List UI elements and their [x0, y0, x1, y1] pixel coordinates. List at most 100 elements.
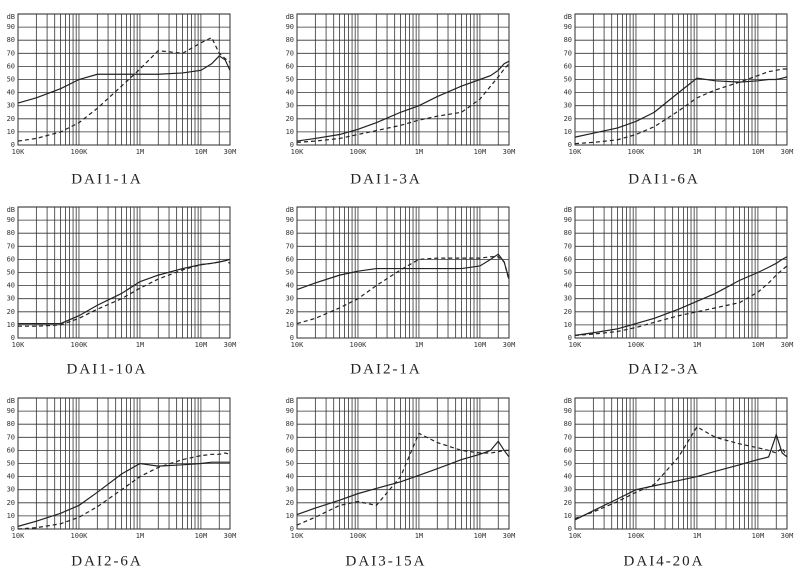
y-tick-label: 60 [7, 255, 15, 263]
chart: 0 10 20 30 40 50 60 70 80 90 dB 10K 100K 1M 10M 30M DAI4… [564, 397, 794, 569]
x-tick-label: 100K [71, 532, 89, 540]
y-tick-label: 20 [286, 308, 294, 316]
y-tick-label: 70 [286, 433, 294, 441]
y-tick-label: 10 [7, 512, 15, 520]
y-tick-label: 30 [7, 295, 15, 303]
x-tick-label: 10M [195, 148, 208, 156]
y-tick-label: 80 [564, 36, 572, 44]
y-tick-label: 30 [286, 486, 294, 494]
chart-title: DAI4-20A [624, 553, 705, 569]
chart-title: DAI1-3A [350, 171, 422, 187]
y-tick-label: 30 [7, 486, 15, 494]
series-line [574, 265, 788, 336]
series-line [574, 432, 788, 521]
series-line [574, 426, 788, 520]
y-tick-label: 90 [564, 407, 572, 415]
series-line [574, 76, 788, 138]
series-line [296, 432, 509, 526]
x-tick-label: 30M [781, 341, 794, 349]
y-tick-label: 90 [7, 216, 15, 224]
y-tick-label: 50 [564, 460, 572, 468]
chart-title: DAI2-1A [350, 361, 422, 377]
y-tick-label: 80 [7, 229, 15, 237]
x-tick-label: 1M [693, 341, 701, 349]
y-tick-label: 70 [286, 242, 294, 250]
chart: 0 10 20 30 40 50 60 70 80 90 dB 10K 100K 1M 10M 30M DAI2… [564, 206, 794, 377]
series-line [296, 60, 510, 142]
y-tick-label: 0 [290, 334, 294, 342]
y-tick-label: 60 [564, 62, 572, 70]
y-tick-label: 70 [564, 242, 572, 250]
x-tick-label: 100K [350, 148, 368, 156]
y-axis-label: dB [564, 13, 572, 21]
y-tick-label: 0 [568, 141, 572, 149]
y-axis-label: dB [564, 206, 572, 214]
x-tick-label: 10K [291, 341, 304, 349]
y-tick-label: 70 [7, 49, 15, 57]
x-tick-label: 30M [224, 148, 237, 156]
series-line [17, 452, 231, 530]
x-tick-label: 10M [474, 341, 487, 349]
y-tick-label: 70 [7, 242, 15, 250]
chart: 0 10 20 30 40 50 60 70 80 90 dB 10K 100K 1M 10M 30M DAI1… [286, 13, 516, 187]
y-tick-label: 80 [7, 420, 15, 428]
y-tick-label: 60 [7, 446, 15, 454]
y-tick-label: 40 [7, 89, 15, 97]
series-line [296, 440, 510, 516]
x-tick-label: 30M [224, 341, 237, 349]
y-tick-label: 50 [564, 76, 572, 84]
x-tick-label: 10K [569, 341, 582, 349]
y-tick-label: 20 [7, 499, 15, 507]
x-tick-label: 10M [752, 532, 765, 540]
x-tick-label: 100K [71, 148, 89, 156]
y-tick-label: 0 [11, 525, 15, 533]
chart-title: DAI1-1A [71, 171, 143, 187]
y-tick-label: 40 [7, 473, 15, 481]
x-tick-label: 1M [136, 532, 144, 540]
x-tick-label: 30M [503, 532, 516, 540]
y-tick-label: 0 [11, 334, 15, 342]
x-tick-label: 10K [12, 532, 25, 540]
y-tick-label: 40 [7, 282, 15, 290]
y-axis-label: dB [286, 397, 294, 405]
y-tick-label: 0 [290, 525, 294, 533]
x-tick-label: 10K [12, 148, 25, 156]
x-tick-label: 30M [224, 532, 237, 540]
y-tick-label: 40 [564, 89, 572, 97]
y-tick-label: 10 [7, 128, 15, 136]
y-tick-label: 0 [11, 141, 15, 149]
y-tick-label: 40 [286, 89, 294, 97]
y-tick-label: 60 [564, 255, 572, 263]
y-tick-label: 50 [564, 269, 572, 277]
x-tick-label: 10M [474, 148, 487, 156]
y-tick-label: 10 [286, 321, 294, 329]
y-tick-label: 10 [564, 512, 572, 520]
y-tick-label: 50 [286, 460, 294, 468]
y-axis-label: dB [7, 13, 15, 21]
y-tick-label: 0 [568, 525, 572, 533]
chart-title: DAI2-6A [71, 553, 143, 569]
chart-title: DAI3-15A [346, 553, 427, 569]
y-tick-label: 30 [564, 486, 572, 494]
chart: 0 10 20 30 40 50 60 70 80 90 dB 10K 100K 1M 10M 30M DAI2… [286, 206, 516, 377]
chart: 0 10 20 30 40 50 60 70 80 90 dB 10K 100K 1M 10M 30M DAI2… [7, 397, 237, 569]
y-tick-label: 30 [286, 295, 294, 303]
series-line [18, 260, 231, 327]
y-tick-label: 20 [564, 499, 572, 507]
y-tick-label: 90 [564, 216, 572, 224]
x-tick-label: 10K [291, 148, 304, 156]
series-line [574, 256, 788, 336]
y-tick-label: 90 [7, 407, 15, 415]
x-tick-label: 100K [628, 341, 646, 349]
x-tick-label: 30M [781, 532, 794, 540]
y-tick-label: 30 [564, 102, 572, 110]
y-tick-label: 30 [564, 295, 572, 303]
series-line [296, 256, 510, 325]
y-tick-label: 80 [564, 420, 572, 428]
y-tick-label: 30 [7, 102, 15, 110]
x-tick-label: 1M [136, 148, 144, 156]
y-axis-label: dB [7, 206, 15, 214]
y-tick-label: 10 [286, 512, 294, 520]
y-tick-label: 50 [7, 269, 15, 277]
y-tick-label: 50 [7, 460, 15, 468]
